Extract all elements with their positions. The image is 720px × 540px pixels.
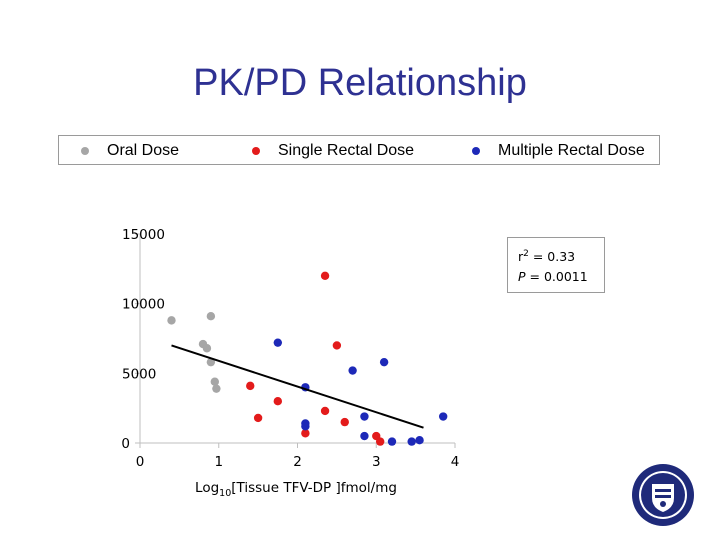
x-axis-label: Log10[Tissue TFV-DP ]fmol/mg: [195, 480, 397, 499]
data-point: [253, 413, 263, 423]
x-tick-label: 2: [293, 454, 302, 470]
data-point: [273, 397, 283, 406]
data-point: [415, 436, 424, 445]
data-point: [167, 316, 176, 325]
legend-label-multiple-rectal: Multiple Rectal Dose: [498, 142, 645, 159]
legend-dot-oral: [81, 146, 89, 155]
y-tick-label: 0: [121, 436, 130, 452]
chart-title: PK/PD Relationship: [193, 62, 527, 104]
data-point: [206, 357, 216, 367]
tick-labels: 0 1 2 3 4 0 5000 10000 15000: [121, 227, 459, 470]
x-tick-label: 4: [451, 454, 460, 470]
data-point: [360, 412, 369, 421]
university-seal-logo: [632, 464, 694, 526]
data-point: [273, 338, 283, 347]
y-tick-label: 5000: [122, 366, 156, 382]
data-point: [438, 412, 448, 421]
x-tick-label: 0: [136, 454, 145, 470]
data-point: [320, 271, 330, 280]
x-tick-label: 3: [372, 454, 381, 470]
axes: [135, 233, 456, 448]
y-tick-label: 10000: [122, 297, 165, 313]
legend-dot-multiple-rectal: [472, 146, 480, 155]
data-point: [246, 381, 255, 391]
legend-label-single-rectal: Single Rectal Dose: [278, 142, 415, 159]
data-point: [340, 417, 349, 427]
data-point: [212, 384, 221, 393]
data-point: [375, 437, 385, 446]
trendline: [171, 344, 424, 429]
data-point: [332, 341, 342, 350]
stats-box: r2 = 0.33 P = 0.0011: [507, 237, 605, 293]
legend-item-oral: Oral Dose: [81, 136, 179, 166]
y-tick-label: 15000: [122, 227, 165, 243]
data-point: [387, 437, 397, 446]
data-point: [320, 406, 330, 416]
r-squared-line: r2 = 0.33: [518, 249, 576, 265]
legend-dot-single-rectal: [252, 146, 260, 155]
data-point: [301, 429, 310, 438]
chart-legend: Oral Dose Single Rectal Dose Multiple Re…: [58, 135, 660, 165]
data-point: [206, 312, 216, 321]
data-point: [360, 431, 369, 441]
legend-item-single-rectal: Single Rectal Dose: [252, 136, 414, 166]
data-point: [379, 357, 389, 367]
legend-label-oral: Oral Dose: [107, 142, 180, 159]
data-point: [301, 422, 310, 431]
data-points: [167, 271, 448, 446]
x-tick-label: 1: [214, 454, 223, 470]
legend-item-multiple-rectal: Multiple Rectal Dose: [472, 136, 645, 166]
data-point: [210, 377, 220, 386]
data-point: [407, 437, 416, 446]
data-point: [348, 366, 357, 375]
p-value-line: P = 0.0011: [518, 269, 588, 285]
data-point: [202, 344, 212, 353]
